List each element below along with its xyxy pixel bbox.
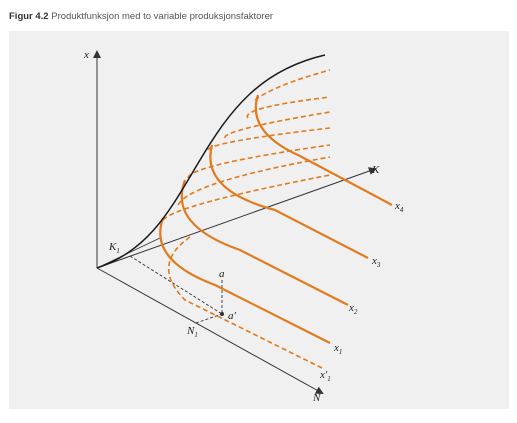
n1-label: N1 bbox=[186, 325, 198, 339]
dashed-curve-x1prime bbox=[167, 236, 323, 369]
dashed-curve-2 bbox=[246, 96, 331, 119]
figure-title: Produktfunksjon med to variable produksj… bbox=[51, 11, 274, 22]
dashed-curve-3 bbox=[224, 111, 331, 139]
dashed-curve-1 bbox=[254, 69, 331, 101]
n-axis bbox=[96, 267, 324, 394]
curve-label-x1: x1 bbox=[333, 342, 342, 356]
k1-projection bbox=[129, 255, 223, 315]
a-label: a bbox=[219, 268, 225, 280]
k-axis-label: K bbox=[371, 164, 380, 176]
curve-label-x2: x2 bbox=[348, 302, 358, 316]
production-envelope bbox=[96, 54, 326, 269]
point-a-prime bbox=[220, 312, 224, 316]
figure-caption: Figur 4.2 Produktfunksjon med to variabl… bbox=[9, 11, 273, 22]
diagram-panel bbox=[9, 31, 509, 409]
dashed-curve-6 bbox=[177, 156, 331, 206]
isoquant-x2 bbox=[180, 179, 349, 306]
isoquant-x4 bbox=[254, 94, 393, 206]
k-axis bbox=[96, 167, 377, 269]
curve-label-x1-prime: x′1 bbox=[319, 369, 331, 383]
curve-label-x3: x3 bbox=[371, 255, 381, 269]
x-axis-label: x bbox=[83, 49, 89, 61]
n1-projection bbox=[195, 313, 223, 324]
isoquants bbox=[159, 94, 393, 344]
n-axis-label: N bbox=[312, 392, 321, 404]
a-prime-label: a′ bbox=[228, 310, 237, 322]
dashed-isoquants bbox=[162, 69, 331, 369]
isoquant-x3 bbox=[209, 144, 369, 259]
curve-label-x4: x4 bbox=[394, 200, 404, 214]
axes bbox=[93, 50, 377, 394]
dashed-curve-7 bbox=[162, 174, 331, 221]
figure-label: Figur 4.2 bbox=[9, 11, 49, 22]
k1-label: K1 bbox=[108, 241, 120, 255]
isoquant-x1 bbox=[159, 217, 331, 344]
projection-lines bbox=[129, 255, 223, 324]
dashed-curve-4 bbox=[207, 127, 331, 151]
